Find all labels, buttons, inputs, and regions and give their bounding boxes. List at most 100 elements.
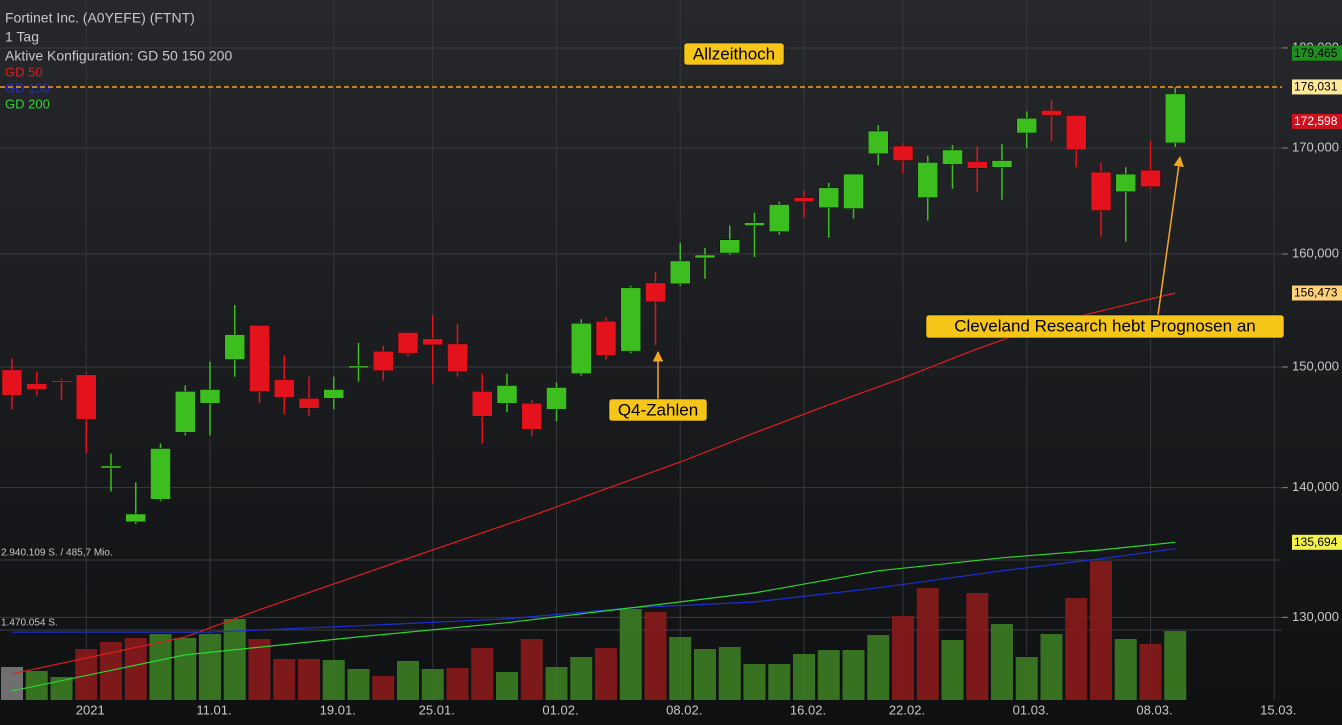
annotation: Cleveland Research hebt Prognosen an [954, 316, 1255, 335]
candle-body [249, 325, 270, 392]
axis-layer: 180,000170,000160,000150,000140,000130,0… [1, 39, 1342, 717]
candle-body [175, 391, 196, 433]
candle-body [744, 222, 765, 226]
x-tick-label: 22.02. [889, 702, 925, 717]
x-tick-label: 01.02. [542, 702, 578, 717]
price-label-box [1292, 113, 1342, 129]
legend-entry: GD 50 [5, 64, 43, 79]
legend-entry: GD 200 [5, 96, 50, 111]
volume-layer [1, 561, 1187, 700]
x-tick-label: 2021 [76, 702, 105, 717]
y-tick-label: 150,000 [1292, 358, 1339, 373]
volume-bar [842, 650, 865, 700]
volume-bar [520, 639, 543, 700]
candle-body [719, 239, 740, 254]
candle-body [51, 380, 72, 383]
candle-body [100, 465, 122, 469]
chart-subtitle: 1 Tag [5, 29, 39, 45]
annotation-box [925, 314, 1285, 339]
y-tick-label: 160,000 [1292, 245, 1339, 260]
volume-bar [867, 635, 890, 700]
candle-body [348, 365, 369, 369]
price-label-box [1292, 285, 1342, 301]
legend-entry: GD 150 [5, 80, 50, 95]
volume-bar [619, 609, 642, 700]
volume-bar [75, 649, 98, 700]
volume-bar [372, 676, 395, 700]
volume-bar [966, 593, 989, 700]
volume-bar [273, 659, 296, 700]
overlay: Fortinet Inc. (A0YEFE) (FTNT) 1 Tag Akti… [0, 10, 1285, 422]
candle-body [1041, 110, 1062, 116]
volume-bar [471, 648, 494, 700]
volume-bar [1, 667, 23, 700]
volume-bar [1015, 657, 1038, 700]
volume-bar [1114, 639, 1137, 700]
candle-body [323, 389, 344, 399]
volume-bar [718, 647, 741, 700]
volume-bar [446, 668, 469, 700]
candle-body [917, 162, 938, 198]
candle-body [942, 149, 963, 165]
candle-body [76, 374, 97, 420]
candle-body [199, 389, 221, 404]
annotation: Allzeithoch [693, 44, 775, 63]
candle-body [274, 379, 295, 398]
volume-bar [595, 648, 617, 700]
price-label: 172,598 [1294, 114, 1338, 128]
volume-bar [248, 639, 271, 700]
candle-body [892, 145, 914, 161]
x-tick-label: 01.03. [1013, 702, 1049, 717]
candle-body [818, 187, 839, 208]
x-tick-label: 11.01. [196, 702, 231, 717]
volume-bar [496, 672, 518, 700]
candle-body [298, 398, 320, 409]
candles [1, 87, 1186, 524]
volume-bar [1065, 598, 1088, 700]
volume-tick-label: 1.470.054 S. [1, 618, 58, 629]
candle-body [793, 197, 815, 202]
volume-bar [149, 634, 172, 700]
candle-body [991, 160, 1013, 168]
moving-average-line [11, 541, 1176, 692]
config-label: Aktive Konfiguration: GD 50 150 200 [5, 48, 232, 64]
candle-body [472, 391, 493, 417]
volume-bar [397, 661, 419, 700]
x-tick-label: 25.01. [419, 702, 455, 717]
x-tick-label: 08.03. [1136, 702, 1172, 717]
price-label: 156,473 [1294, 286, 1338, 300]
volume-bar [669, 637, 692, 700]
volume-bar [199, 634, 221, 700]
candle-body [595, 320, 617, 356]
candle-body [1165, 93, 1186, 144]
price-label-box [1292, 79, 1342, 95]
volume-bar [223, 619, 246, 700]
candle-body [967, 161, 988, 169]
annotation-arrow [1157, 155, 1184, 316]
x-tick-label: 19.01. [320, 702, 356, 717]
candle-body [150, 448, 171, 500]
volume-bar [545, 667, 568, 700]
volume-bar [694, 649, 716, 700]
price-label: 179,465 [1294, 46, 1338, 60]
price-label: 135,694 [1294, 535, 1338, 549]
volume-bar [347, 669, 370, 700]
candle-body [769, 204, 790, 232]
annotation-box [683, 42, 785, 66]
candle-body [125, 513, 146, 523]
moving-average-line [12, 548, 1176, 633]
candle-body [373, 350, 394, 372]
volume-bar [768, 664, 791, 700]
candle-body [1090, 171, 1112, 211]
volume-bar [991, 624, 1013, 700]
volume-bar [1139, 644, 1162, 700]
volume-bar [322, 660, 345, 700]
volume-bar [570, 657, 593, 700]
volume-bar [1040, 634, 1063, 700]
volume-bar [1164, 631, 1187, 700]
candle-body [571, 323, 592, 374]
volume-bar [793, 654, 815, 700]
volume-bar [743, 664, 766, 700]
volume-bar [892, 616, 914, 700]
